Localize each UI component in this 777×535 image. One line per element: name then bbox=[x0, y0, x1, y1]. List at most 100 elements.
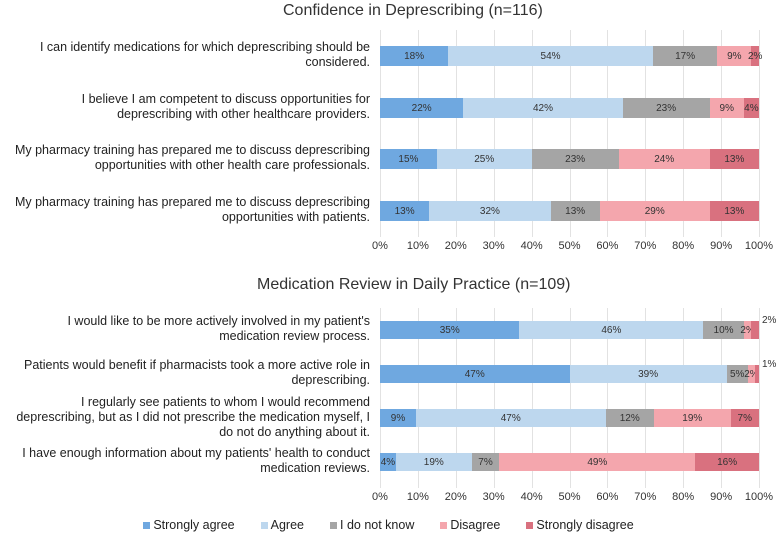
x-tick-label: 20% bbox=[444, 240, 467, 252]
bar-segment-strongly-disagree: 16% bbox=[695, 453, 759, 471]
gridline bbox=[569, 30, 571, 237]
x-tick-label: 40% bbox=[520, 491, 543, 503]
bar-segment-disagree: 2% bbox=[740, 321, 755, 339]
gridline bbox=[645, 30, 647, 237]
category-label: I have enough information about my patie… bbox=[22, 446, 370, 475]
x-tick-label: 50% bbox=[558, 240, 581, 252]
stacked-bar: 35% 46% 10% 2% bbox=[380, 321, 759, 339]
bar-segment-strongly-disagree bbox=[751, 321, 759, 339]
bar-segment-disagree: 24% bbox=[618, 149, 710, 169]
legend-label: Strongly agree bbox=[153, 518, 235, 532]
x-tick-label: 60% bbox=[596, 491, 619, 503]
category-label: I regularly see patients to whom I would… bbox=[16, 394, 370, 439]
x-tick-label: 40% bbox=[520, 240, 543, 252]
gridline bbox=[645, 308, 647, 488]
category-label: I would like to be more actively involve… bbox=[67, 314, 370, 343]
bar-segment-strongly-disagree: 13% bbox=[709, 149, 759, 169]
bar-segment-disagree: 9% bbox=[709, 98, 744, 118]
bar-segment-agree: 25% bbox=[436, 149, 532, 169]
gridline bbox=[380, 30, 381, 237]
gridline bbox=[380, 308, 381, 488]
gridline bbox=[531, 308, 533, 488]
legend-label: Agree bbox=[270, 518, 304, 532]
gridline bbox=[493, 30, 495, 237]
gridline bbox=[455, 308, 457, 488]
bar-segment-strongly-disagree: 7% bbox=[730, 409, 759, 427]
x-tick-label: 70% bbox=[634, 491, 657, 503]
bar-segment-dont-know: 10% bbox=[703, 321, 744, 339]
legend: Strongly agree Agree I do not know Disag… bbox=[0, 518, 777, 532]
gridline bbox=[683, 308, 685, 488]
bar-segment-strongly-disagree bbox=[755, 365, 759, 383]
category-label: My pharmacy training has prepared me to … bbox=[14, 143, 370, 172]
bar-segment-dont-know: 23% bbox=[531, 149, 619, 169]
bar-segment-agree: 19% bbox=[395, 453, 472, 471]
x-tick-label: 50% bbox=[558, 491, 581, 503]
gridline bbox=[417, 308, 419, 488]
bar-segment-strongly-agree: 22% bbox=[380, 98, 464, 118]
category-label: I can identify medications for which dep… bbox=[39, 40, 370, 69]
legend-dont-know: I do not know bbox=[330, 518, 414, 532]
x-tick-label: 60% bbox=[596, 240, 619, 252]
x-tick-label: 10% bbox=[406, 240, 429, 252]
x-tick-label: 10% bbox=[406, 491, 429, 503]
bar-segment-disagree: 29% bbox=[599, 201, 710, 221]
bar-segment-dont-know: 12% bbox=[605, 409, 654, 427]
gridline bbox=[721, 308, 723, 488]
x-tick-label: 80% bbox=[672, 240, 695, 252]
gridline bbox=[759, 30, 760, 237]
chart-1-title: Confidence in Deprescribing (n=116) bbox=[283, 2, 543, 19]
bar-segment-strongly-agree: 4% bbox=[380, 453, 396, 471]
legend-swatch bbox=[440, 521, 448, 529]
category-label: My pharmacy training has prepared me to … bbox=[14, 195, 370, 224]
gridline bbox=[455, 30, 457, 237]
bar-segment-agree: 46% bbox=[519, 321, 704, 339]
legend-disagree: Disagree bbox=[440, 518, 500, 532]
x-tick-label: 100% bbox=[744, 240, 774, 252]
x-tick-label: 80% bbox=[672, 491, 695, 503]
x-tick-label: 0% bbox=[372, 240, 388, 252]
bar-segment-agree: 39% bbox=[569, 365, 727, 383]
bar-segment-strongly-agree: 47% bbox=[380, 365, 570, 383]
x-tick-label: 30% bbox=[482, 240, 505, 252]
bar-segment-dont-know: 7% bbox=[471, 453, 500, 471]
gridline bbox=[683, 30, 685, 237]
legend-agree: Agree bbox=[260, 518, 304, 532]
bar-segment-agree: 47% bbox=[416, 409, 606, 427]
x-tick-label: 100% bbox=[744, 491, 774, 503]
stacked-bar: 18% 54% 17% 9% 2% bbox=[380, 46, 762, 66]
gridline bbox=[531, 30, 533, 237]
bar-segment-strongly-disagree: 4% bbox=[743, 98, 759, 118]
gridline bbox=[417, 30, 419, 237]
bar-segment-dont-know: 23% bbox=[622, 98, 710, 118]
legend-swatch bbox=[260, 521, 268, 529]
gridline bbox=[759, 308, 760, 488]
bar-segment-strongly-disagree: 2% bbox=[748, 46, 762, 66]
outside-data-label: 2% bbox=[762, 315, 777, 326]
x-tick-label: 90% bbox=[710, 240, 733, 252]
legend-swatch bbox=[143, 521, 151, 529]
legend-strongly-disagree: Strongly disagree bbox=[526, 518, 634, 532]
gridline bbox=[721, 30, 723, 237]
stacked-bar: 13% 32% 13% 29% 13% bbox=[380, 201, 759, 221]
gridline bbox=[607, 30, 609, 237]
category-label: Patients would benefit if pharmacists to… bbox=[23, 358, 370, 387]
legend-swatch bbox=[330, 521, 337, 529]
bar-segment-agree: 42% bbox=[463, 98, 623, 118]
outside-data-label: 1% bbox=[762, 359, 777, 370]
legend-label: I do not know bbox=[340, 518, 415, 532]
legend-label: Disagree bbox=[450, 518, 501, 532]
bar-segment-strongly-agree: 18% bbox=[380, 46, 449, 66]
stacked-bar: 47% 39% 5% 2% bbox=[380, 365, 759, 383]
bar-segment-dont-know: 17% bbox=[652, 46, 718, 66]
gridline bbox=[493, 308, 495, 488]
bar-segment-strongly-agree: 35% bbox=[380, 321, 520, 339]
stacked-bar: 9% 47% 12% 19% 7% bbox=[380, 409, 759, 427]
x-tick-label: 0% bbox=[372, 491, 388, 503]
bar-segment-strongly-disagree: 13% bbox=[709, 201, 759, 221]
bar-segment-strongly-agree: 13% bbox=[380, 201, 430, 221]
bar-segment-disagree: 9% bbox=[717, 46, 752, 66]
legend-label: Strongly disagree bbox=[536, 518, 634, 532]
chart-2-title: Medication Review in Daily Practice (n=1… bbox=[257, 276, 571, 293]
x-tick-label: 20% bbox=[444, 491, 467, 503]
